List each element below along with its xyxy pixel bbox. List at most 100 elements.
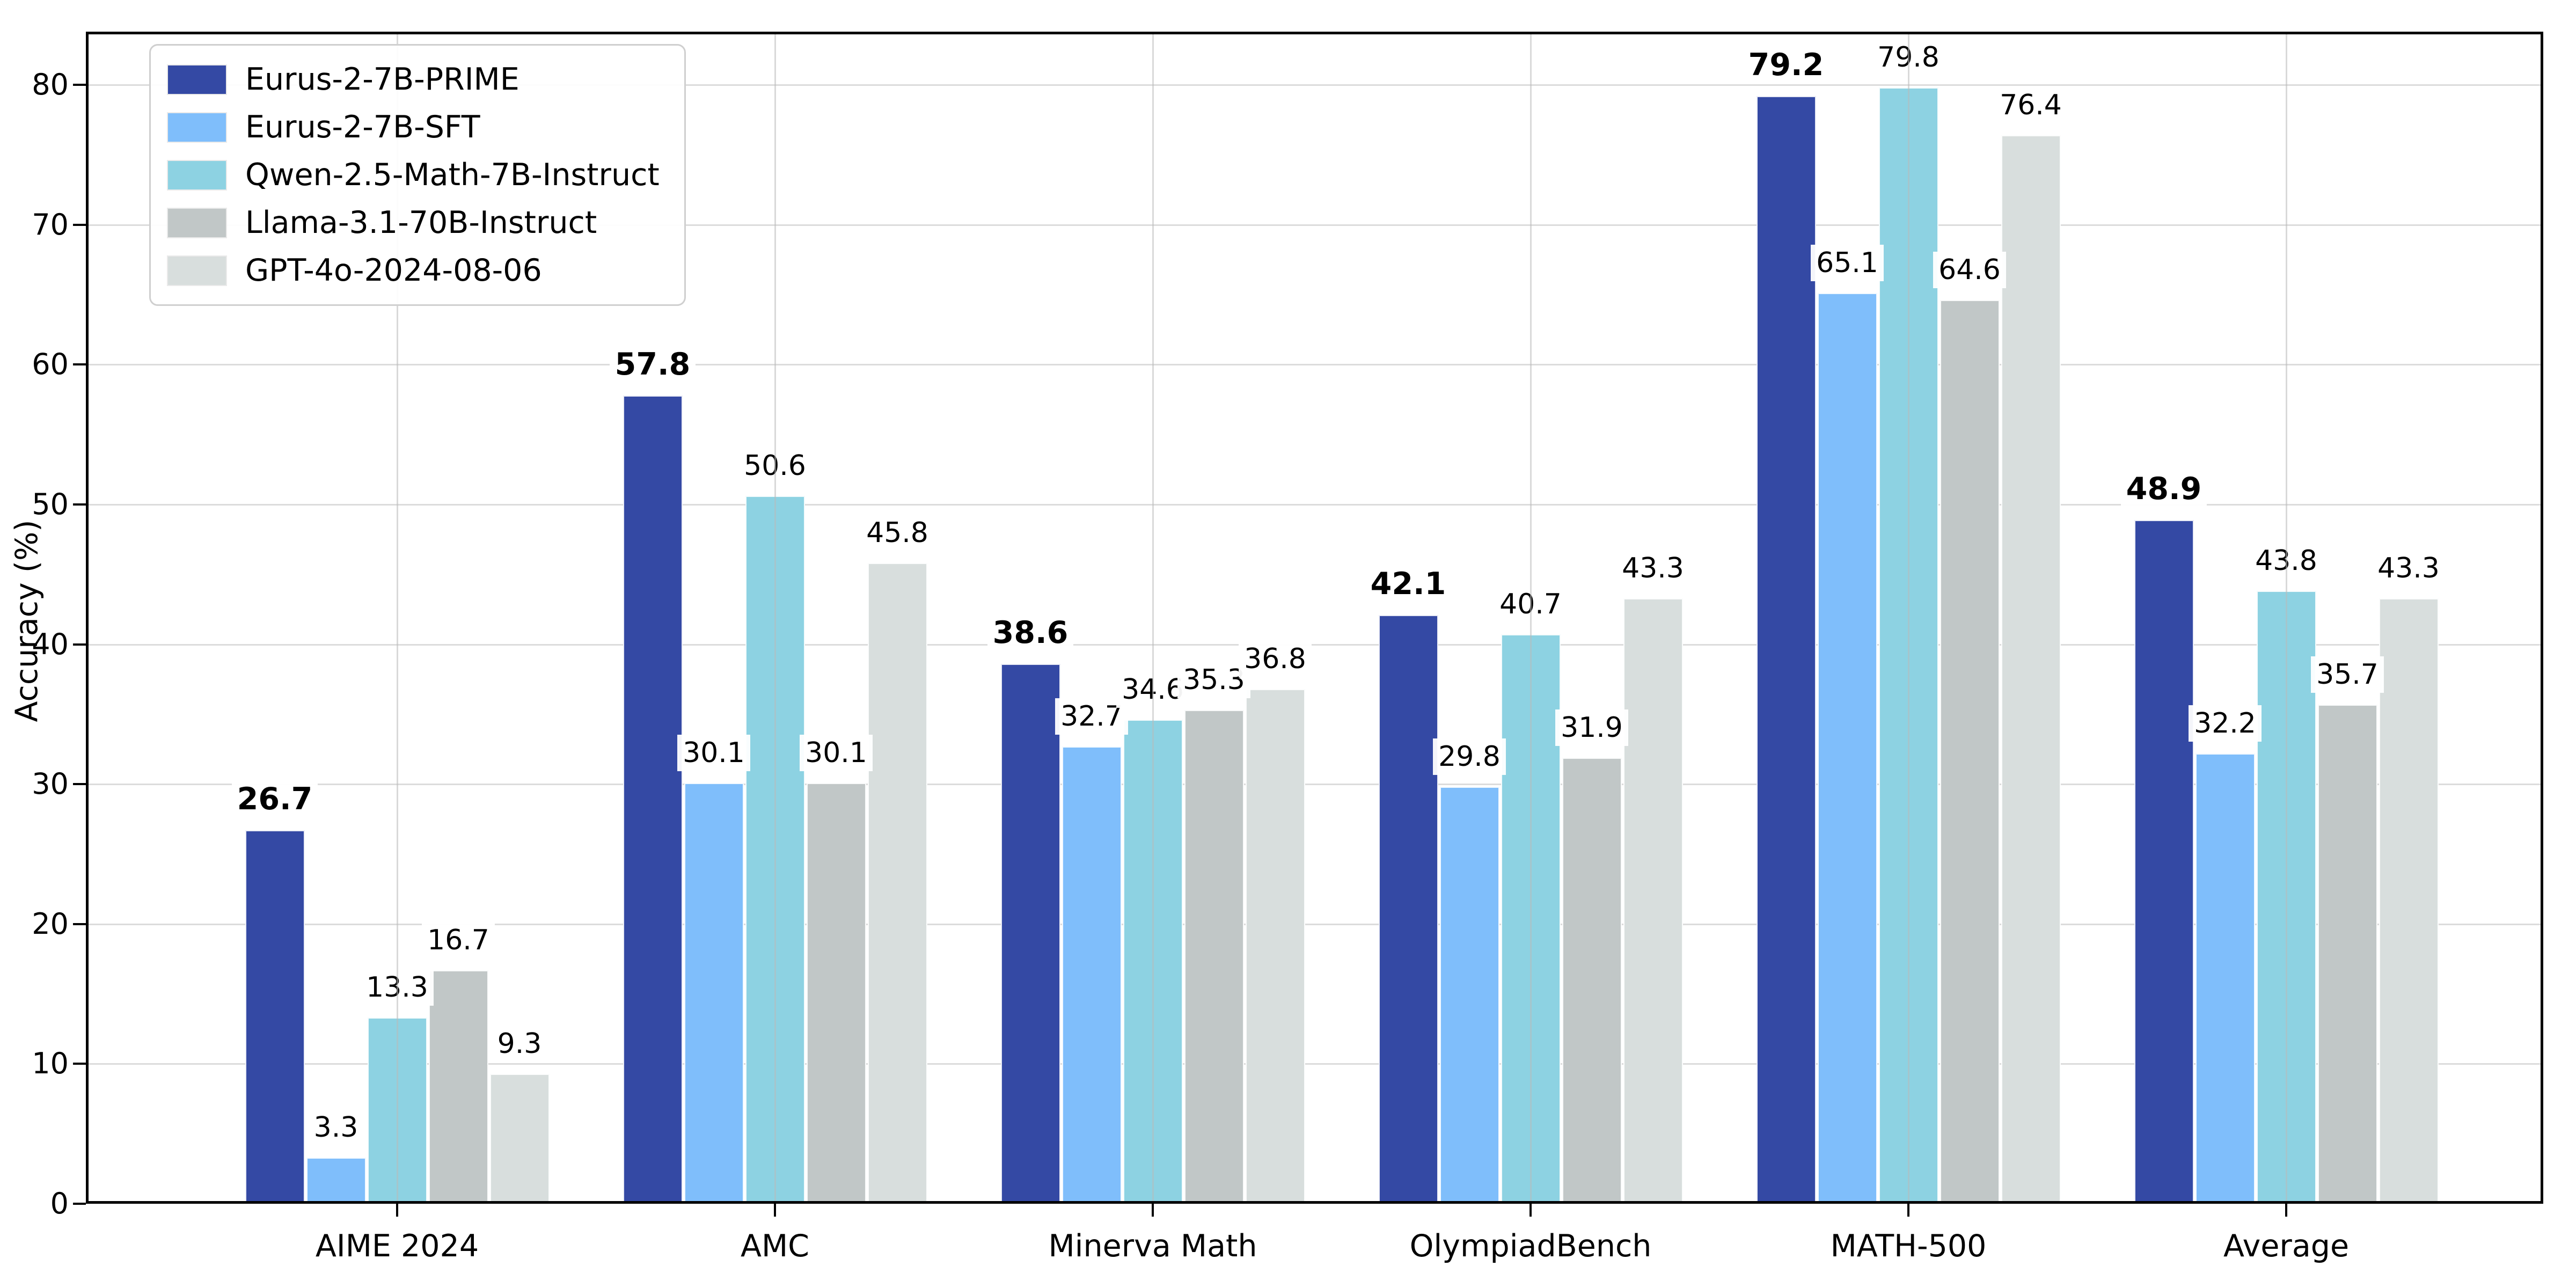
bar-value-text: 48.9 <box>2120 470 2207 507</box>
legend-swatch <box>167 255 227 286</box>
y-tick-mark <box>73 503 86 506</box>
x-tick-mark <box>1529 1204 1532 1217</box>
plot-area: 26.7 3.3 13.3 16.7 9.3 57.8 30.1 50.6 30.1 45.8 38… <box>86 32 2543 1204</box>
bar <box>2001 135 2061 1204</box>
bar-value-text: 65.1 <box>1811 245 1884 282</box>
bar-value-label: 32.2 <box>2112 705 2338 747</box>
bar-value-text: 57.8 <box>609 346 696 383</box>
bar <box>2195 753 2255 1204</box>
bar-value-label: 3.3 <box>223 1109 449 1151</box>
x-tick-label: OlympiadBench <box>1409 1228 1652 1264</box>
x-tick-mark <box>2285 1204 2287 1217</box>
legend-item: Llama-3.1-70B-Instruct <box>167 205 660 240</box>
gridline-h <box>86 503 2543 506</box>
y-tick-mark <box>73 363 86 366</box>
bar <box>245 830 305 1204</box>
bar-value-text: 79.2 <box>1743 46 1829 83</box>
bar-value-text: 9.3 <box>492 1025 547 1062</box>
y-tick-label: 30 <box>32 767 69 801</box>
bar <box>623 395 683 1204</box>
gridline-v <box>2285 32 2287 1204</box>
gridline-h <box>86 224 2543 226</box>
gridline-h <box>86 364 2543 366</box>
bar-value-label: 65.1 <box>1735 245 1960 287</box>
gridline-v <box>774 32 776 1204</box>
x-tick-label: AMC <box>741 1228 809 1264</box>
legend-swatch <box>167 159 227 191</box>
bar <box>1062 746 1122 1204</box>
bar-value-label: 35.3 <box>1101 662 1327 704</box>
bar <box>1623 598 1683 1204</box>
legend: Eurus-2-7B-PRIME Eurus-2-7B-SFT Qwen-2.5-M… <box>149 44 686 306</box>
y-tick-mark <box>73 223 86 226</box>
bar-value-text: 3.3 <box>308 1109 364 1146</box>
bar <box>1562 757 1622 1204</box>
gridline-h <box>86 84 2543 86</box>
bar-value-text: 32.7 <box>1055 698 1128 735</box>
legend-item: Eurus-2-7B-SFT <box>167 109 660 145</box>
bar-value-label: 45.8 <box>785 515 1010 557</box>
bar <box>2317 704 2377 1204</box>
bar-value-text: 35.7 <box>2311 656 2384 693</box>
bar <box>1000 664 1060 1204</box>
bar-value-text: 35.3 <box>1177 662 1250 699</box>
legend-label: Eurus-2-7B-PRIME <box>245 62 519 97</box>
y-tick-label: 10 <box>32 1046 69 1081</box>
gridline-h <box>86 923 2543 925</box>
legend-label: GPT-4o-2024-08-06 <box>245 253 542 288</box>
y-tick-label: 0 <box>50 1187 69 1220</box>
bar <box>1756 96 1816 1204</box>
legend-label: Eurus-2-7B-SFT <box>245 109 480 145</box>
bar-value-text: 45.8 <box>861 515 934 552</box>
bar-value-label: 35.7 <box>2235 656 2460 698</box>
y-tick-label: 20 <box>32 906 69 941</box>
y-tick-mark <box>73 783 86 786</box>
legend-label: Qwen-2.5-Math-7B-Instruct <box>245 157 660 193</box>
legend-swatch <box>167 207 227 238</box>
x-tick-label: AIME 2024 <box>315 1228 479 1264</box>
gridline-h <box>86 643 2543 646</box>
bar <box>867 563 927 1204</box>
bar-value-text: 16.7 <box>422 921 495 958</box>
bar-value-text: 29.8 <box>1433 738 1506 775</box>
bar-value-label: 16.7 <box>346 921 571 964</box>
x-tick-label: Minerva Math <box>1048 1228 1257 1264</box>
bar-value-label: 29.8 <box>1357 738 1582 780</box>
bar <box>1817 293 1877 1204</box>
bar-value-text: 26.7 <box>231 781 318 818</box>
y-tick-mark <box>73 1063 86 1065</box>
bar-value-label: 38.6 <box>918 614 1143 657</box>
x-tick-mark <box>396 1204 398 1217</box>
bar-value-text: 32.2 <box>2189 705 2262 742</box>
bar-value-text: 76.4 <box>1994 86 2067 123</box>
bar-value-label: 9.3 <box>407 1025 632 1067</box>
y-tick-label: 50 <box>32 487 69 521</box>
bar-value-label: 48.9 <box>2051 470 2277 514</box>
bar <box>2134 519 2194 1204</box>
bar-value-label: 42.1 <box>1296 565 1521 609</box>
bar-value-text: 43.3 <box>1616 550 1689 587</box>
bar-value-text: 31.9 <box>1555 709 1628 746</box>
x-tick-label: MATH-500 <box>1830 1228 1987 1264</box>
bar-value-text: 30.1 <box>677 734 750 771</box>
y-tick-label: 80 <box>32 68 69 102</box>
gridline-h <box>86 784 2543 786</box>
bar-value-label: 43.3 <box>2296 550 2521 592</box>
bar-value-label: 64.6 <box>1857 252 2082 294</box>
y-tick-label: 70 <box>32 207 69 241</box>
bar <box>306 1158 366 1204</box>
bar <box>684 782 744 1204</box>
legend-item: GPT-4o-2024-08-06 <box>167 253 660 288</box>
y-tick-mark <box>73 1203 86 1205</box>
bar-value-label: 30.1 <box>601 734 826 777</box>
bar-value-label: 32.7 <box>979 698 1204 740</box>
legend-label: Llama-3.1-70B-Instruct <box>245 205 597 240</box>
legend-swatch <box>167 112 227 143</box>
bar-value-label: 57.8 <box>540 346 765 389</box>
y-tick-label: 40 <box>32 627 69 661</box>
gridline-v <box>1907 32 1909 1204</box>
legend-item: Qwen-2.5-Math-7B-Instruct <box>167 157 660 193</box>
bar-value-text: 38.6 <box>987 614 1074 652</box>
bar-value-label: 36.8 <box>1162 640 1388 683</box>
